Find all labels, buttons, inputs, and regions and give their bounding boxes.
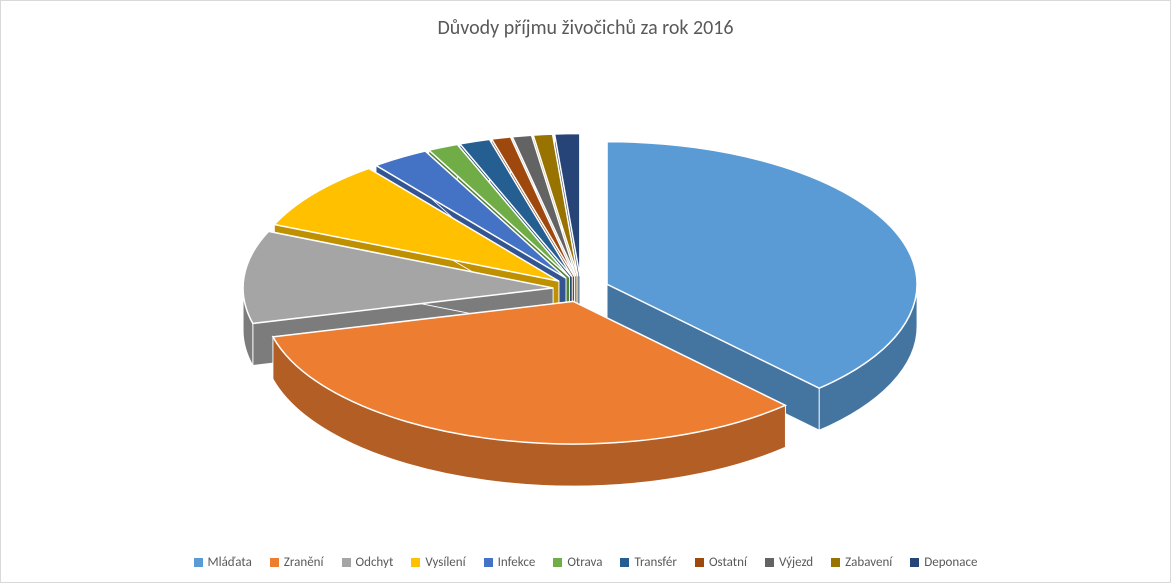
legend-label: Mláďata [208,555,252,570]
legend-marker [342,558,351,567]
chart-title: Důvody příjmu živočichů za rok 2016 [1,16,1170,40]
legend-label: Infekce [498,555,536,570]
legend-marker [831,558,840,567]
legend-label: Ostatní [709,555,747,570]
legend-item: Odchyt [342,555,394,570]
legend-item: Deponace [910,555,977,570]
legend-item: Transfér [620,555,676,570]
legend-marker [765,558,774,567]
legend-marker [910,558,919,567]
legend-label: Zranění [284,555,324,570]
legend-marker [620,558,629,567]
legend-label: Výjezd [779,555,813,570]
legend-item: Vysílení [411,555,465,570]
legend: Mláďata Zranění Odchyt Vysílení Infekce Otrav… [1,555,1170,570]
legend-item: Výjezd [765,555,813,570]
legend-label: Vysílení [425,555,465,570]
legend-label: Deponace [924,555,977,570]
chart-container: Důvody příjmu živočichů za rok 2016 Mláď… [0,0,1171,583]
legend-item: Mláďata [194,555,252,570]
legend-marker [270,558,279,567]
legend-marker [484,558,493,567]
legend-label: Otrava [567,555,602,570]
legend-label: Transfér [634,555,676,570]
pie-area [1,51,1170,522]
legend-marker [553,558,562,567]
legend-label: Zabavení [845,555,892,570]
legend-item: Otrava [553,555,602,570]
legend-item: Zabavení [831,555,892,570]
legend-item: Infekce [484,555,536,570]
legend-item: Ostatní [695,555,747,570]
legend-marker [411,558,420,567]
pie-svg [1,51,1171,524]
legend-label: Odchyt [356,555,394,570]
legend-marker [194,558,203,567]
legend-item: Zranění [270,555,324,570]
legend-marker [695,558,704,567]
